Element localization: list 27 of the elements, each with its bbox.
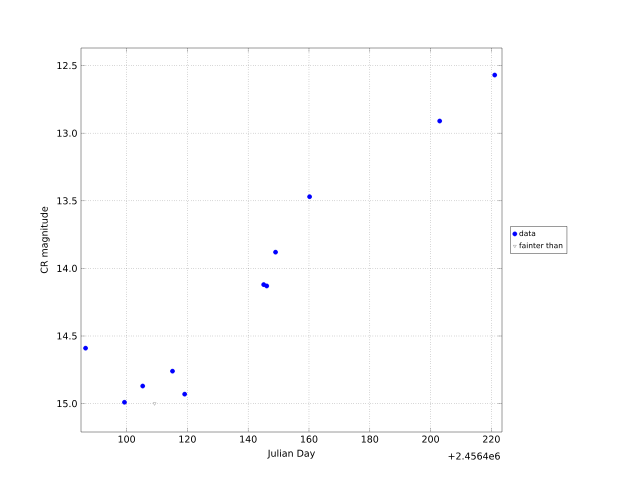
x-tick-label: 100 [118, 436, 135, 443]
x-tick-label: 140 [240, 436, 257, 443]
x-axis-title: Julian Day [267, 450, 316, 459]
y-tick-label: 14.0 [57, 264, 77, 272]
point [307, 194, 312, 200]
text: +2.4564e6 [448, 452, 500, 460]
y-tick-label: 13.5 [57, 197, 77, 204]
point [492, 72, 498, 78]
point [264, 284, 270, 288]
point [273, 250, 278, 255]
x-tick-label: 200 [422, 436, 439, 443]
point [182, 392, 188, 397]
point [437, 118, 442, 124]
x-tick-label: 160 [300, 436, 318, 443]
point [122, 400, 127, 405]
y-tick-label: 14.5 [57, 332, 77, 340]
y-tick-label: 15.0 [57, 400, 77, 408]
x-tick-label: 180 [362, 436, 378, 443]
y-tick-label: 13.0 [57, 130, 77, 137]
point [83, 346, 88, 351]
y-tick-label: 12.5 [57, 62, 77, 70]
point [170, 368, 175, 374]
x-tick-label: 220 [483, 436, 500, 443]
point [152, 402, 156, 406]
y-axis-title: CR magnitude [40, 206, 50, 274]
point [140, 384, 146, 388]
x-tick-label: 120 [179, 436, 196, 443]
